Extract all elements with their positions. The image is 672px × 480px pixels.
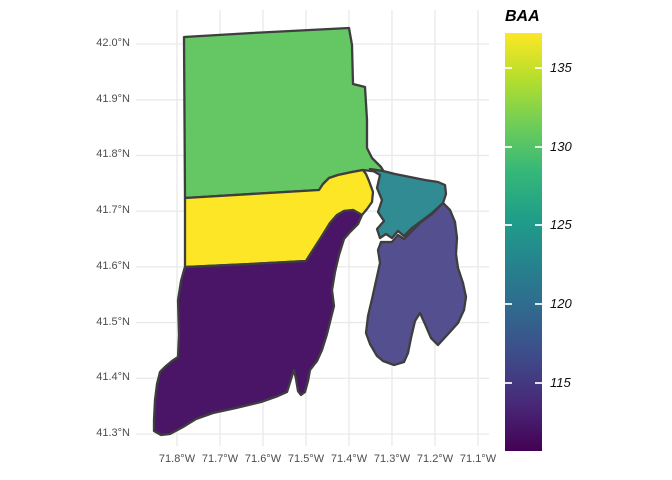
colorbar-tick-label: 130	[550, 138, 572, 154]
y-axis-tick-label: 41.4°N	[96, 371, 130, 384]
colorbar-tick-label: 115	[550, 375, 571, 391]
colorbar-tick-label: 125	[550, 217, 572, 233]
legend-title: BAA	[505, 8, 540, 25]
county-shape-newport	[364, 201, 468, 367]
x-axis-tick-label: 71.2°W	[416, 453, 454, 465]
x-axis-tick-label: 71.3°W	[373, 453, 411, 465]
y-axis-tick-label: 41.3°N	[96, 426, 130, 439]
y-axis-tick-label: 41.6°N	[96, 259, 130, 272]
county-shape-washington	[152, 208, 364, 437]
y-axis-tick-label: 41.8°N	[96, 148, 130, 161]
colorbar-gradient	[505, 33, 542, 451]
colorbar-tick-mark	[535, 66, 542, 69]
colorbar-tick-mark	[505, 145, 512, 148]
x-axis-tick-label: 71.7°W	[201, 453, 239, 465]
colorbar-tick-mark	[505, 382, 512, 385]
colorbar-tick-mark	[505, 303, 512, 306]
colorbar-tick-mark	[535, 303, 542, 306]
colorbar-tick-label: 120	[550, 296, 572, 312]
colorbar-tick-mark	[535, 224, 542, 227]
x-axis-tick-label: 71.1°W	[459, 453, 497, 465]
colorbar-tick-mark	[505, 224, 512, 227]
y-axis-tick-label: 41.9°N	[96, 92, 130, 105]
y-axis-tick-label: 41.7°N	[96, 204, 130, 217]
colorbar-tick-mark	[535, 145, 542, 148]
colorbar-tick-mark	[505, 66, 512, 69]
x-axis-tick-label: 71.6°W	[244, 453, 282, 465]
y-axis-tick-label: 42.0°N	[96, 37, 130, 49]
colorbar-tick-mark	[535, 382, 542, 385]
x-axis-tick-label: 71.5°W	[287, 453, 325, 465]
county-shapes	[152, 26, 468, 437]
colorbar-tick-label: 135	[550, 59, 572, 75]
x-axis-tick-label: 71.4°W	[330, 453, 368, 465]
x-axis-tick-label: 71.8°W	[158, 453, 196, 465]
county-shape-bristol	[368, 167, 448, 240]
y-axis-tick-label: 41.5°N	[96, 315, 130, 328]
